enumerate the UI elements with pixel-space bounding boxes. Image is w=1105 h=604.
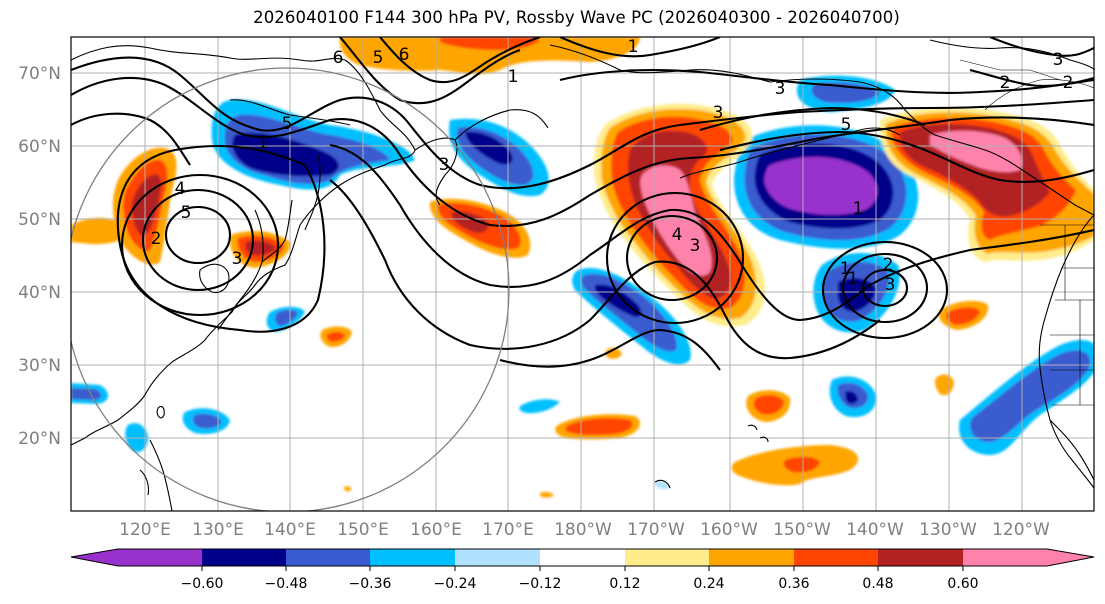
colorbar-tick-label: 0.48: [862, 576, 893, 592]
colorbar-bin: [540, 549, 626, 566]
contour-label: 5: [841, 115, 852, 135]
contour-label: 3: [1053, 50, 1064, 70]
contour-label: 3: [713, 103, 724, 123]
coastline-sakhalin: [304, 154, 321, 231]
colorbar-tick-label: −0.24: [434, 576, 477, 592]
coastline-japan: [217, 199, 293, 331]
coastline-korea: [199, 263, 230, 294]
colorbar-bin: [202, 549, 287, 566]
contour-label: 5: [373, 48, 384, 68]
positive-anomaly-siberia: [339, 37, 640, 75]
lat-label: 70°N: [18, 64, 61, 84]
lat-label: 20°N: [18, 429, 61, 449]
contour-label: 5: [181, 203, 192, 223]
contour-label: 3: [690, 236, 701, 256]
contour-label: 3: [232, 249, 243, 269]
lon-label: 120°W: [992, 520, 1050, 540]
colorbar-bin: [709, 549, 795, 566]
lon-label: 160°E: [410, 520, 462, 540]
lon-label: 160°W: [700, 520, 758, 540]
lon-label: 140°W: [846, 520, 904, 540]
colorbar-bin: [963, 549, 1048, 566]
colorbar: −0.60 −0.48 −0.36 −0.24 −0.12 0.12 0.24 …: [70, 548, 1095, 592]
colorbar-right-extend: [1047, 549, 1094, 566]
colorbar-bin: [878, 549, 964, 566]
lat-label: 30°N: [18, 356, 61, 376]
lat-label: 60°N: [18, 137, 61, 157]
colorbar-bin: [286, 549, 371, 566]
lon-label: 170°E: [482, 520, 534, 540]
lon-label: 170°W: [627, 520, 685, 540]
colorbar-tick-label: 0.24: [693, 576, 724, 592]
contour-label: 1: [848, 269, 859, 289]
colorbar-tick-label: 0.12: [609, 576, 640, 592]
colorbar-tick-label: −0.60: [181, 576, 224, 592]
coastline-siberia-arctic: [549, 44, 771, 83]
contour-label: 1: [853, 199, 864, 219]
pv-contour-labels: 1 1 2 3 3 4 5 5 6 6 5 4 3 2 1 3 1 3 2 1 …: [151, 37, 1074, 295]
lon-label: 140°E: [264, 520, 316, 540]
coastline-philippines: [139, 439, 173, 511]
colorbar-tick-label: −0.48: [265, 576, 308, 592]
contour-label: 4: [672, 225, 683, 245]
coastline-taiwan: [156, 405, 165, 419]
negative-anomalies: [71, 75, 1094, 489]
lon-label: 150°W: [773, 520, 831, 540]
figure-title: 2026040100 F144 300 hPa PV, Rossby Wave …: [253, 8, 900, 27]
coastline-kamchatka: [414, 109, 549, 206]
colorbar-ticks: [201, 566, 964, 571]
contour-label: 2: [883, 255, 894, 275]
contour-label: 5: [282, 114, 293, 134]
contour-label: 1: [258, 133, 269, 153]
contour-label: 4: [175, 179, 186, 199]
coastline-mexico: [1049, 419, 1094, 481]
lon-label: 130°E: [192, 520, 244, 540]
colorbar-tick-label: 0.36: [778, 576, 809, 592]
contour-label: 6: [333, 48, 344, 68]
coastlines: [71, 39, 1094, 511]
contour-label: 1: [628, 37, 639, 57]
contour-label: 1: [840, 259, 851, 279]
contour-label: 3: [775, 79, 786, 99]
lon-label: 180°W: [554, 520, 612, 540]
coastline-okhotsk-north: [229, 99, 351, 126]
contour-label: 3: [439, 155, 450, 175]
lon-label: 150°E: [337, 520, 389, 540]
coastline-hawaii: [654, 424, 769, 489]
colorbar-bin: [118, 549, 203, 566]
coastline-aleutians: [679, 127, 901, 179]
colorbar-bin: [370, 549, 456, 566]
coastline-canada-arctic: [929, 39, 1094, 71]
influence-circle: [71, 67, 510, 511]
pv-contours: [71, 37, 1094, 371]
map-frame: [70, 36, 1095, 512]
colorbar-bin: [794, 549, 879, 566]
contour-label: 1: [508, 67, 519, 87]
colorbar-bin: [455, 549, 541, 566]
colorbar-tick-label: −0.12: [519, 576, 562, 592]
map-content: 1 1 2 3 3 4 5 5 6 6 5 4 3 2 1 3 1 3 2 1 …: [71, 37, 1094, 511]
colorbar-bin: [625, 549, 710, 566]
contour-label: 6: [399, 45, 410, 65]
contour-label: 2: [1000, 73, 1011, 93]
colorbar-left-extend: [71, 549, 118, 566]
lat-label: 50°N: [18, 210, 61, 230]
lat-label: 40°N: [18, 283, 61, 303]
contour-label: 2: [151, 229, 162, 249]
contour-label: 2: [1063, 73, 1074, 93]
colorbar-tick-label: 0.60: [947, 576, 978, 592]
coastline-alaska: [769, 78, 1094, 216]
latitude-labels: 70°N 60°N 50°N 40°N 30°N 20°N: [18, 64, 61, 449]
colorbar-tick-label: −0.36: [349, 576, 392, 592]
lon-label: 130°W: [919, 520, 977, 540]
longitude-labels: 120°E 130°E 140°E 150°E 160°E 170°E 180°…: [119, 520, 1050, 540]
coastline-asia: [71, 45, 416, 446]
lon-label: 120°E: [119, 520, 171, 540]
colorbar-outline: [70, 548, 1095, 567]
contour-label: 3: [885, 275, 896, 295]
